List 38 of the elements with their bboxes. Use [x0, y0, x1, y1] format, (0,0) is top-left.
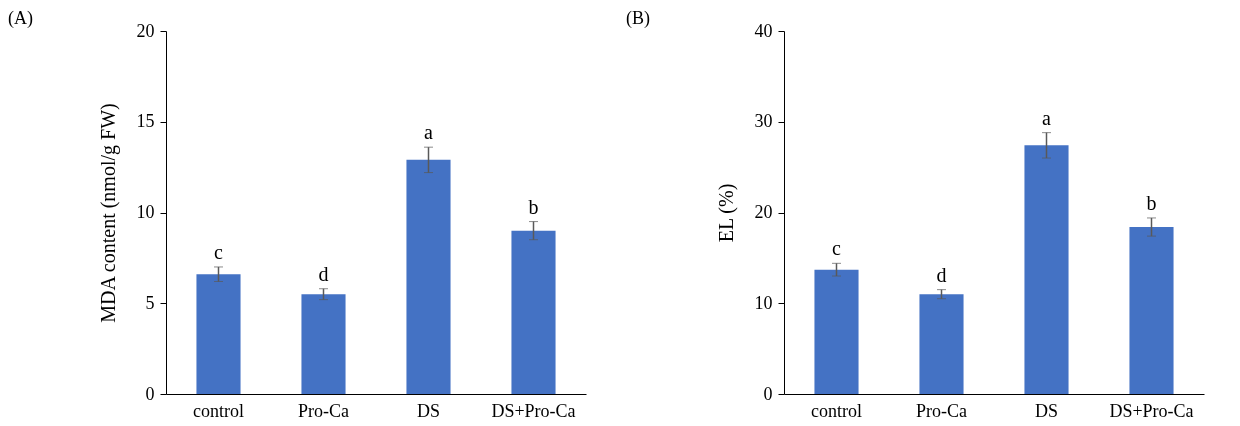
y-tick-label: 30 — [754, 111, 773, 132]
y-tick-label: 20 — [754, 202, 773, 222]
y-tick-label: 5 — [145, 292, 155, 313]
x-tick-label: control — [193, 400, 244, 421]
x-tick-label: control — [811, 400, 862, 421]
annotation: c — [832, 237, 842, 260]
x-tick-label: DS — [416, 400, 441, 421]
x-tick-label: DS — [1034, 400, 1059, 421]
bar — [1129, 227, 1174, 394]
bar — [406, 159, 451, 394]
annotation: d — [318, 262, 329, 285]
x-tick-label: Pro-Ca — [298, 400, 349, 421]
x-tick-label: Pro-Ca — [916, 400, 967, 421]
x-tick-label: DS+Pro-Ca — [491, 400, 576, 421]
y-tick-label: 10 — [136, 202, 155, 222]
annotation: b — [1146, 191, 1157, 214]
bar — [919, 294, 964, 394]
y-tick-label: 0 — [145, 383, 155, 404]
y-axis-title: EL (%) — [714, 183, 738, 243]
text: (B) — [626, 8, 650, 29]
y-tick-label: 20 — [136, 20, 155, 41]
y-axis-title: MDA content (nmol/g FW) — [96, 103, 120, 323]
annotation: c — [214, 240, 224, 263]
y-tick-label: 0 — [763, 383, 773, 404]
y-tick-label: 10 — [754, 292, 773, 313]
bar — [814, 269, 859, 394]
annotation: b — [528, 195, 539, 218]
annotation: a — [424, 121, 434, 144]
bar — [1024, 145, 1069, 394]
x-tick-label: DS+Pro-Ca — [1109, 400, 1194, 421]
annotation: d — [936, 263, 947, 286]
bar — [511, 230, 556, 394]
annotation: a — [1042, 106, 1052, 129]
y-tick-label: 40 — [754, 20, 773, 41]
text: (A) — [8, 8, 33, 29]
y-tick-label: 15 — [136, 111, 155, 132]
bar — [301, 294, 346, 394]
bar — [196, 274, 241, 394]
